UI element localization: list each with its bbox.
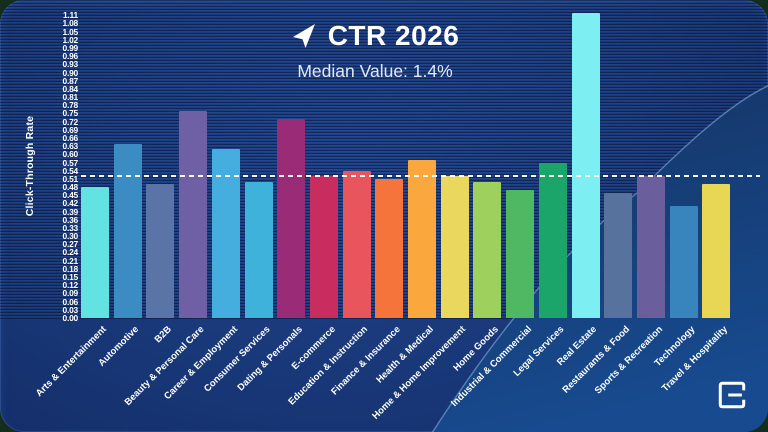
y-tick-label: 0.84	[62, 83, 78, 94]
y-tick-label: 1.11	[62, 10, 78, 21]
chart-title-row: CTR 2026	[240, 20, 510, 52]
y-tick-label: 0.57	[62, 157, 78, 168]
chart-subtitle: Median Value: 1.4%	[297, 61, 453, 81]
y-tick-label: 0.24	[62, 247, 78, 258]
y-tick-label: 0.51	[62, 173, 78, 184]
bar	[702, 184, 731, 318]
y-tick-label: 0.54	[62, 165, 78, 176]
y-tick-label: 0.69	[62, 124, 78, 135]
y-tick-label: 0.81	[62, 92, 78, 103]
chart-header: CTR 2026 Median Value: 1.4%	[240, 20, 510, 82]
bar	[244, 181, 273, 318]
y-tick-label: 0.39	[62, 206, 78, 217]
y-tick-label: 0.99	[62, 43, 78, 54]
bar	[669, 206, 698, 318]
y-tick-label: 0.87	[62, 75, 78, 86]
y-tick-label: 0.93	[62, 59, 78, 70]
y-tick-label: 0.72	[62, 116, 78, 127]
bar	[604, 192, 633, 318]
bar	[538, 162, 567, 318]
y-tick-label: 0.90	[62, 67, 78, 78]
y-tick-label: 0.60	[62, 149, 78, 160]
bar	[408, 159, 436, 318]
bar	[440, 176, 469, 318]
y-tick-label: 0.45	[62, 190, 78, 201]
bar	[571, 12, 600, 318]
chart-title: CTR 2026	[327, 20, 460, 51]
y-tick-label: 0.75	[62, 108, 78, 119]
y-tick-label: 0.42	[62, 198, 78, 209]
bar	[146, 184, 175, 318]
y-tick-label: 0.15	[62, 272, 78, 282]
y-tick-label: 1.05	[62, 26, 78, 37]
y-tick-label: 0.33	[62, 222, 78, 233]
y-tick-label: 0.66	[62, 132, 78, 143]
y-tick-label: 0.09	[62, 288, 78, 299]
bar	[309, 176, 338, 318]
y-tick-label: 0.78	[62, 100, 78, 111]
y-tick-label: 0.00	[62, 312, 78, 323]
y-tick-label: 1.08	[62, 18, 78, 29]
bar	[506, 189, 535, 318]
cursor-arrow-icon	[292, 24, 315, 48]
y-tick-label: 1.02	[62, 34, 78, 45]
bar	[473, 181, 502, 318]
median-line	[81, 175, 760, 178]
y-axis-title: Click-Through Rate	[24, 115, 36, 217]
e-square-logo-icon	[718, 381, 746, 409]
bar	[636, 176, 665, 318]
swoosh-panel	[432, 85, 768, 432]
y-tick-label: 0.96	[62, 51, 78, 62]
bar	[113, 143, 142, 318]
bar	[375, 178, 404, 318]
y-tick-label: 0.03	[62, 304, 78, 315]
bar	[342, 170, 371, 318]
y-tick-label: 0.12	[62, 280, 78, 291]
y-tick-label: 0.18	[62, 263, 78, 274]
y-tick-label: 0.21	[62, 255, 78, 266]
y-tick-label: 0.06	[62, 296, 78, 307]
y-tick-label: 0.36	[62, 214, 78, 225]
y-tick-label: 0.48	[62, 182, 78, 193]
bar	[277, 119, 306, 318]
y-tick-label: 0.30	[62, 231, 78, 242]
y-tick-label: 0.63	[62, 141, 78, 152]
bar	[81, 187, 109, 318]
bar	[179, 110, 208, 318]
y-tick-label: 0.27	[62, 239, 78, 250]
